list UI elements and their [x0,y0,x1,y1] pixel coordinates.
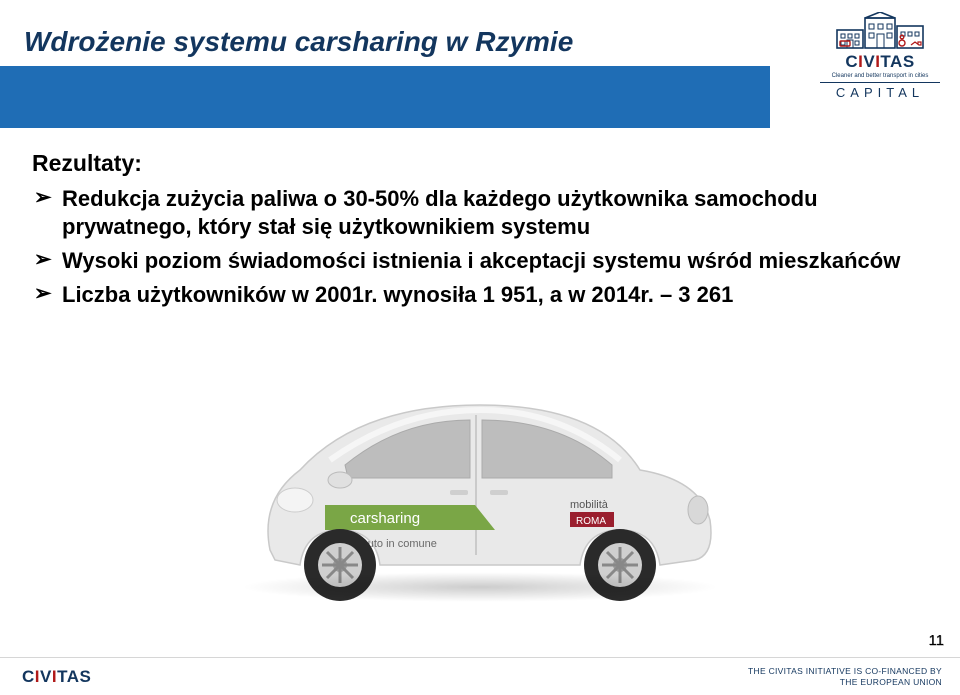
footer-letter-tas: TAS [57,667,91,686]
title-bar: Wdrożenie systemu carsharing w Rzymie [0,18,960,138]
civitas-tagline: Cleaner and better transport in cities [820,73,940,79]
footer: CIVITAS THE CIVITAS INITIATIVE IS CO-FIN… [0,657,960,695]
bullet-item: Wysoki poziom świadomości istnienia i ak… [32,247,912,275]
civitas-capital: CAPITAL [820,82,940,100]
footer-line2: THE EUROPEAN UNION [748,677,942,688]
footer-line1: THE CIVITAS INITIATIVE IS CO-FINANCED BY [748,666,942,677]
car-illustration: carsharing La tua auto in comune mobilit… [200,350,760,630]
slide-title: Wdrożenie systemu carsharing w Rzymie [24,26,573,58]
results-heading: Rezultaty: [32,150,912,177]
civitas-city-icon [835,12,925,50]
footer-letter-c: C [22,667,35,686]
title-blue-block [0,66,770,128]
car-badge-text: mobilità [570,499,609,511]
logo-letter-v: V [863,52,875,71]
bullet-item: Liczba użytkowników w 2001r. wynosiła 1 … [32,281,912,309]
bullet-list: Redukcja zużycia paliwa o 30-50% dla każ… [32,185,912,310]
footer-civitas-logo: CIVITAS [22,667,91,687]
logo-letter-tas: TAS [880,52,914,71]
footer-financing-text: THE CIVITAS INITIATIVE IS CO-FINANCED BY… [748,666,942,687]
content-area: Rezultaty: Redukcja zużycia paliwa o 30-… [32,150,912,316]
car-shadow [240,572,720,602]
bullet-item: Redukcja zużycia paliwa o 30-50% dla każ… [32,185,912,241]
car-banner-text: carsharing [350,510,420,527]
civitas-wordmark: CIVITAS [820,52,940,72]
civitas-logo-top: CIVITAS Cleaner and better transport in … [820,12,940,100]
car-badge-sub: ROMA [576,516,606,527]
footer-letter-v: V [40,667,52,686]
page-number: 11 [928,632,944,649]
logo-letter-c: C [845,52,858,71]
